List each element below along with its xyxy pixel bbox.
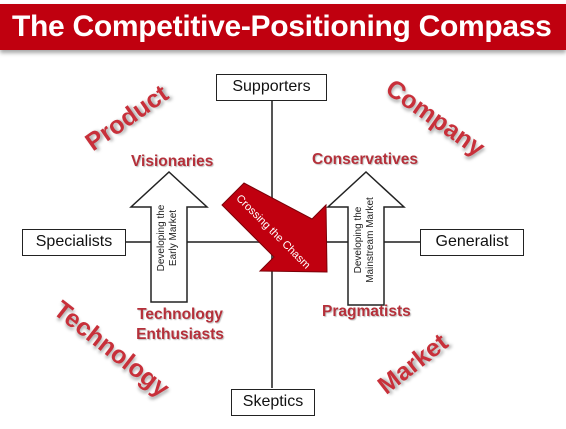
axis-label-specialists: Specialists bbox=[22, 229, 126, 256]
axis-label-generalist: Generalist bbox=[420, 229, 524, 256]
chasm-arrow-label: Crossing the Chasm bbox=[233, 192, 313, 272]
segment-visionaries: Visionaries bbox=[131, 153, 214, 170]
early-market-arrow-label: Developing the Early Market bbox=[156, 204, 179, 272]
quadrant-label-product: Product bbox=[80, 79, 174, 157]
segment-pragmatists: Pragmatists bbox=[322, 303, 411, 320]
page-title: The Competitive-Positioning Compass bbox=[12, 10, 552, 43]
title-bar: The Competitive-Positioning Compass bbox=[0, 4, 566, 50]
mainstream-market-arrow-label: Developing the Mainstream Market bbox=[353, 197, 376, 283]
segment-conservatives: Conservatives bbox=[312, 151, 418, 168]
segment-technology-enthusiasts: Technology Enthusiasts bbox=[136, 306, 224, 343]
axis-label-skeptics: Skeptics bbox=[231, 389, 315, 416]
axis-label-supporters: Supporters bbox=[216, 74, 327, 101]
quadrant-label-market: Market bbox=[372, 328, 454, 400]
vertical-axis-line bbox=[271, 97, 273, 388]
